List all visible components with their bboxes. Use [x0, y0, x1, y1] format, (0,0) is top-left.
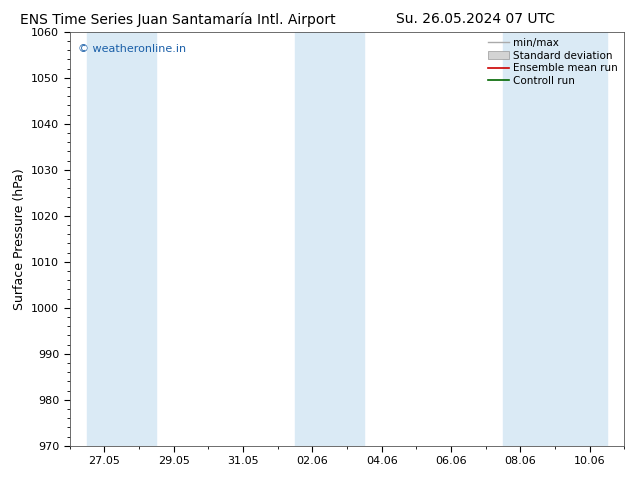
Y-axis label: Surface Pressure (hPa): Surface Pressure (hPa) — [13, 168, 25, 310]
Text: © weatheronline.in: © weatheronline.in — [78, 44, 186, 54]
Text: ENS Time Series Juan Santamaría Intl. Airport: ENS Time Series Juan Santamaría Intl. Ai… — [20, 12, 335, 27]
Bar — [87, 32, 157, 446]
Legend: min/max, Standard deviation, Ensemble mean run, Controll run: min/max, Standard deviation, Ensemble me… — [484, 34, 623, 90]
Bar — [295, 32, 365, 446]
Text: Su. 26.05.2024 07 UTC: Su. 26.05.2024 07 UTC — [396, 12, 555, 26]
Bar — [503, 32, 607, 446]
